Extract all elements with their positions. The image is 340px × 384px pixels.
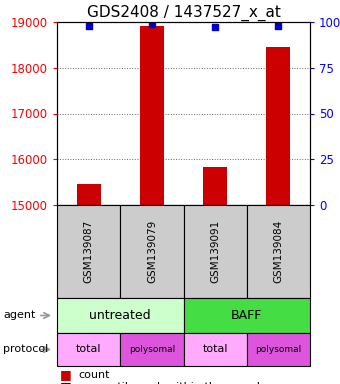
- Text: ■: ■: [60, 381, 72, 384]
- Text: GSM139079: GSM139079: [147, 220, 157, 283]
- Text: count: count: [79, 370, 110, 380]
- Text: polysomal: polysomal: [255, 345, 302, 354]
- Text: total: total: [76, 344, 101, 354]
- Title: GDS2408 / 1437527_x_at: GDS2408 / 1437527_x_at: [87, 5, 280, 21]
- Text: GSM139087: GSM139087: [84, 220, 94, 283]
- Text: ■: ■: [60, 369, 72, 381]
- Text: polysomal: polysomal: [129, 345, 175, 354]
- Text: percentile rank within the sample: percentile rank within the sample: [79, 382, 267, 384]
- Text: protocol: protocol: [3, 344, 48, 354]
- Point: [149, 21, 155, 27]
- Text: GSM139091: GSM139091: [210, 220, 220, 283]
- Text: GSM139084: GSM139084: [273, 220, 283, 283]
- Text: agent: agent: [3, 311, 35, 321]
- Bar: [76, 184, 101, 205]
- Bar: [140, 26, 164, 205]
- Point: [276, 23, 281, 29]
- Bar: [203, 167, 227, 205]
- Text: BAFF: BAFF: [231, 309, 262, 322]
- Text: untreated: untreated: [89, 309, 151, 322]
- Point: [212, 25, 218, 31]
- Text: total: total: [202, 344, 228, 354]
- Point: [86, 23, 91, 29]
- Bar: [266, 47, 290, 205]
